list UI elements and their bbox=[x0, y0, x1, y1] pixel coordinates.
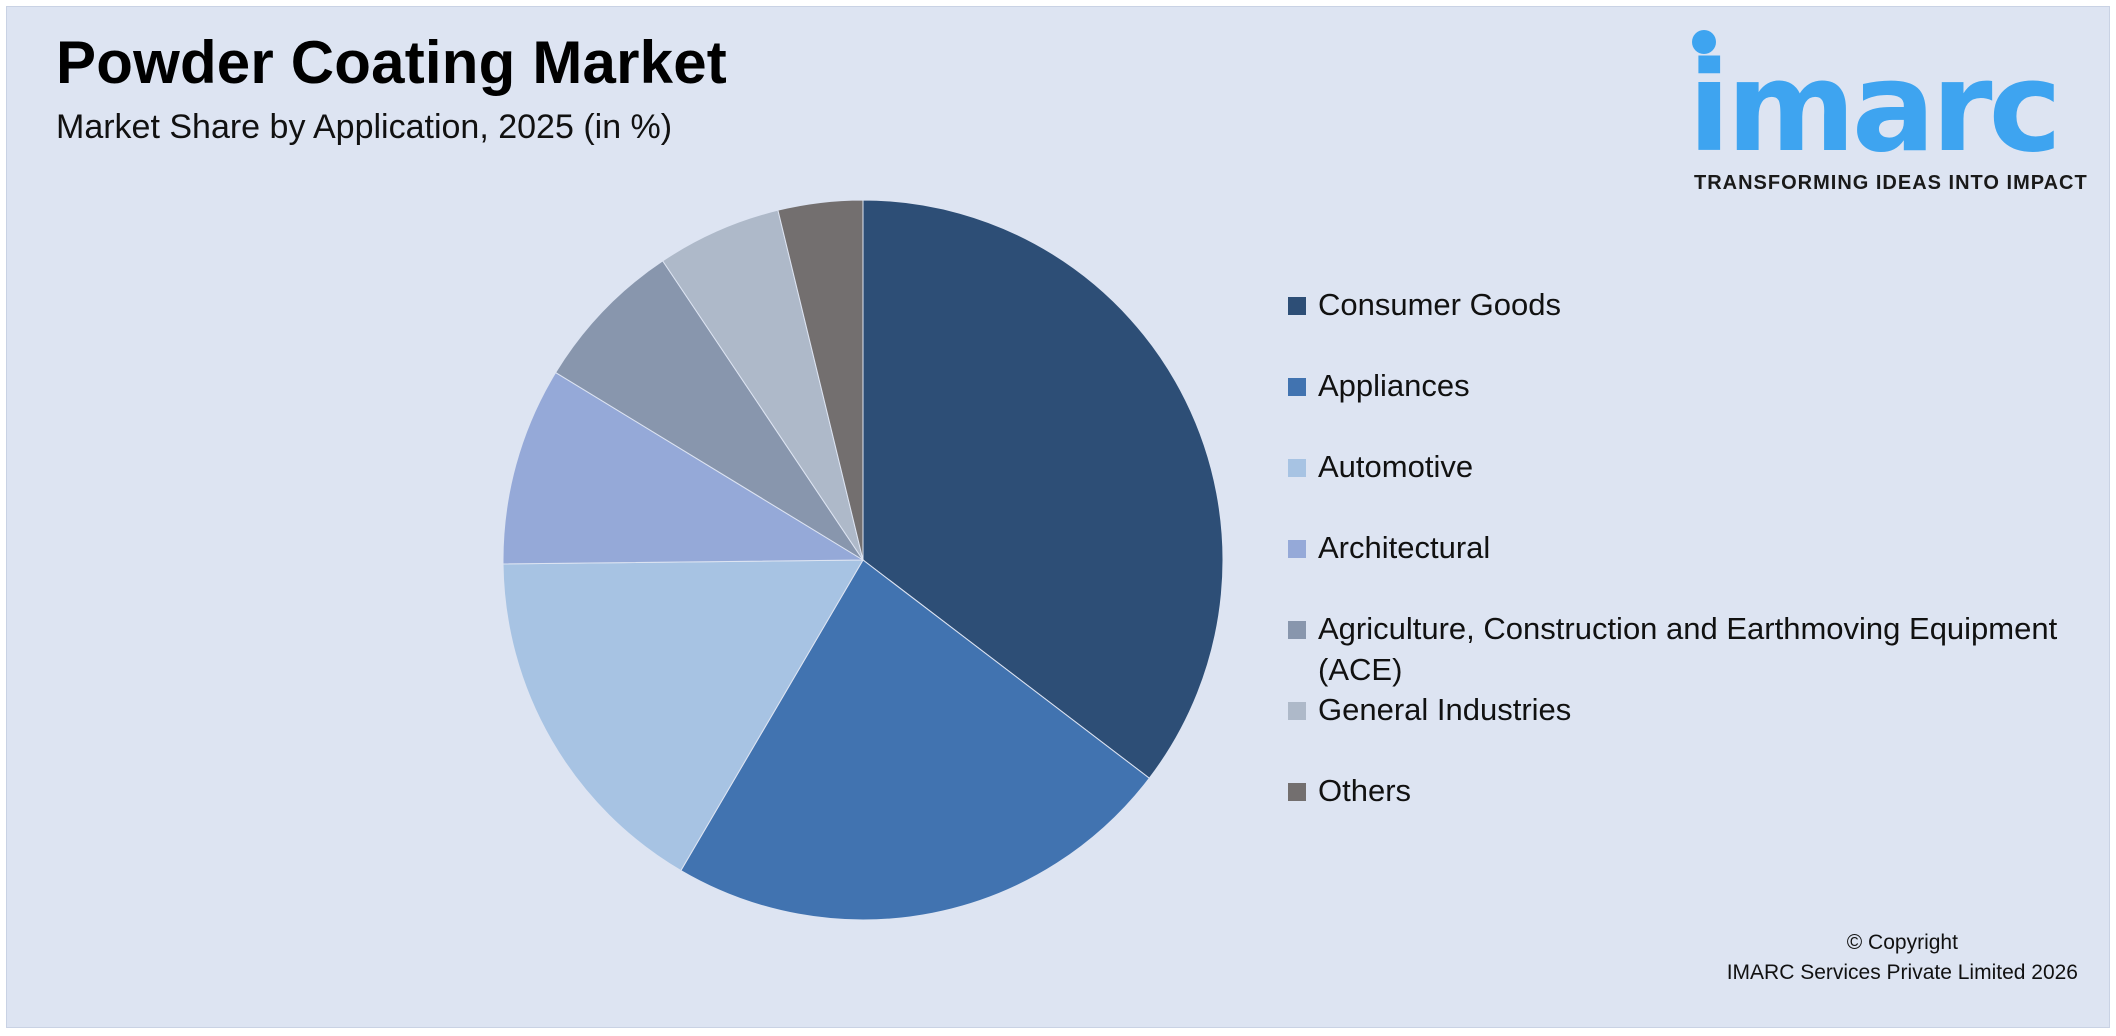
legend-label: Consumer Goods bbox=[1318, 287, 1561, 322]
legend-item: Consumer Goods bbox=[1288, 284, 2108, 325]
legend-item: Architectural bbox=[1288, 527, 2108, 568]
chart-title: Powder Coating Market bbox=[56, 29, 727, 96]
legend-label: Others bbox=[1318, 773, 1412, 808]
legend-label: Automotive bbox=[1318, 449, 1474, 484]
legend-item: Automotive bbox=[1288, 446, 2108, 487]
legend-item: Others bbox=[1288, 770, 2108, 811]
legend-label: Agriculture, Construction and Earthmovin… bbox=[1318, 611, 2058, 687]
legend-swatch bbox=[1288, 378, 1306, 396]
chart-subtitle: Market Share by Application, 2025 (in %) bbox=[56, 108, 673, 146]
legend-item: Appliances bbox=[1288, 365, 2108, 406]
pie-slice-general-industries bbox=[662, 209, 864, 561]
logo-dot-icon bbox=[1692, 30, 1716, 54]
pie-slice-automotive bbox=[502, 559, 864, 872]
legend-swatch bbox=[1288, 621, 1306, 639]
pie-slice-appliances bbox=[680, 559, 1151, 921]
pie-slice-architectural bbox=[502, 371, 865, 565]
legend-swatch bbox=[1288, 459, 1306, 477]
pie-slice-agriculture-construction-and-earthmoving-equipment-ace bbox=[554, 260, 864, 561]
legend-item: Agriculture, Construction and Earthmovin… bbox=[1288, 608, 2108, 690]
legend-swatch bbox=[1288, 783, 1306, 801]
copyright-line-1: © Copyright bbox=[1846, 931, 1958, 954]
legend-swatch bbox=[1288, 297, 1306, 315]
logo-wordmark: imarc bbox=[1688, 36, 2062, 180]
pie-slice-others bbox=[777, 199, 864, 561]
logo-tagline: TRANSFORMING IDEAS INTO IMPACT bbox=[1694, 172, 2088, 194]
imarc-logo: imarc TRANSFORMING IDEAS INTO IMPACT bbox=[1688, 26, 2088, 206]
legend-swatch bbox=[1288, 702, 1306, 720]
copyright-line-2: IMARC Services Private Limited 2026 bbox=[1726, 961, 2078, 984]
legend-label: Architectural bbox=[1318, 530, 1491, 565]
copyright-notice: © Copyright IMARC Services Private Limit… bbox=[1727, 928, 2078, 988]
legend-label: General Industries bbox=[1318, 692, 1572, 727]
legend-label: Appliances bbox=[1318, 368, 1470, 403]
pie-slice-consumer-goods bbox=[862, 199, 1224, 779]
legend-item: General Industries bbox=[1288, 689, 2108, 730]
legend-swatch bbox=[1288, 540, 1306, 558]
